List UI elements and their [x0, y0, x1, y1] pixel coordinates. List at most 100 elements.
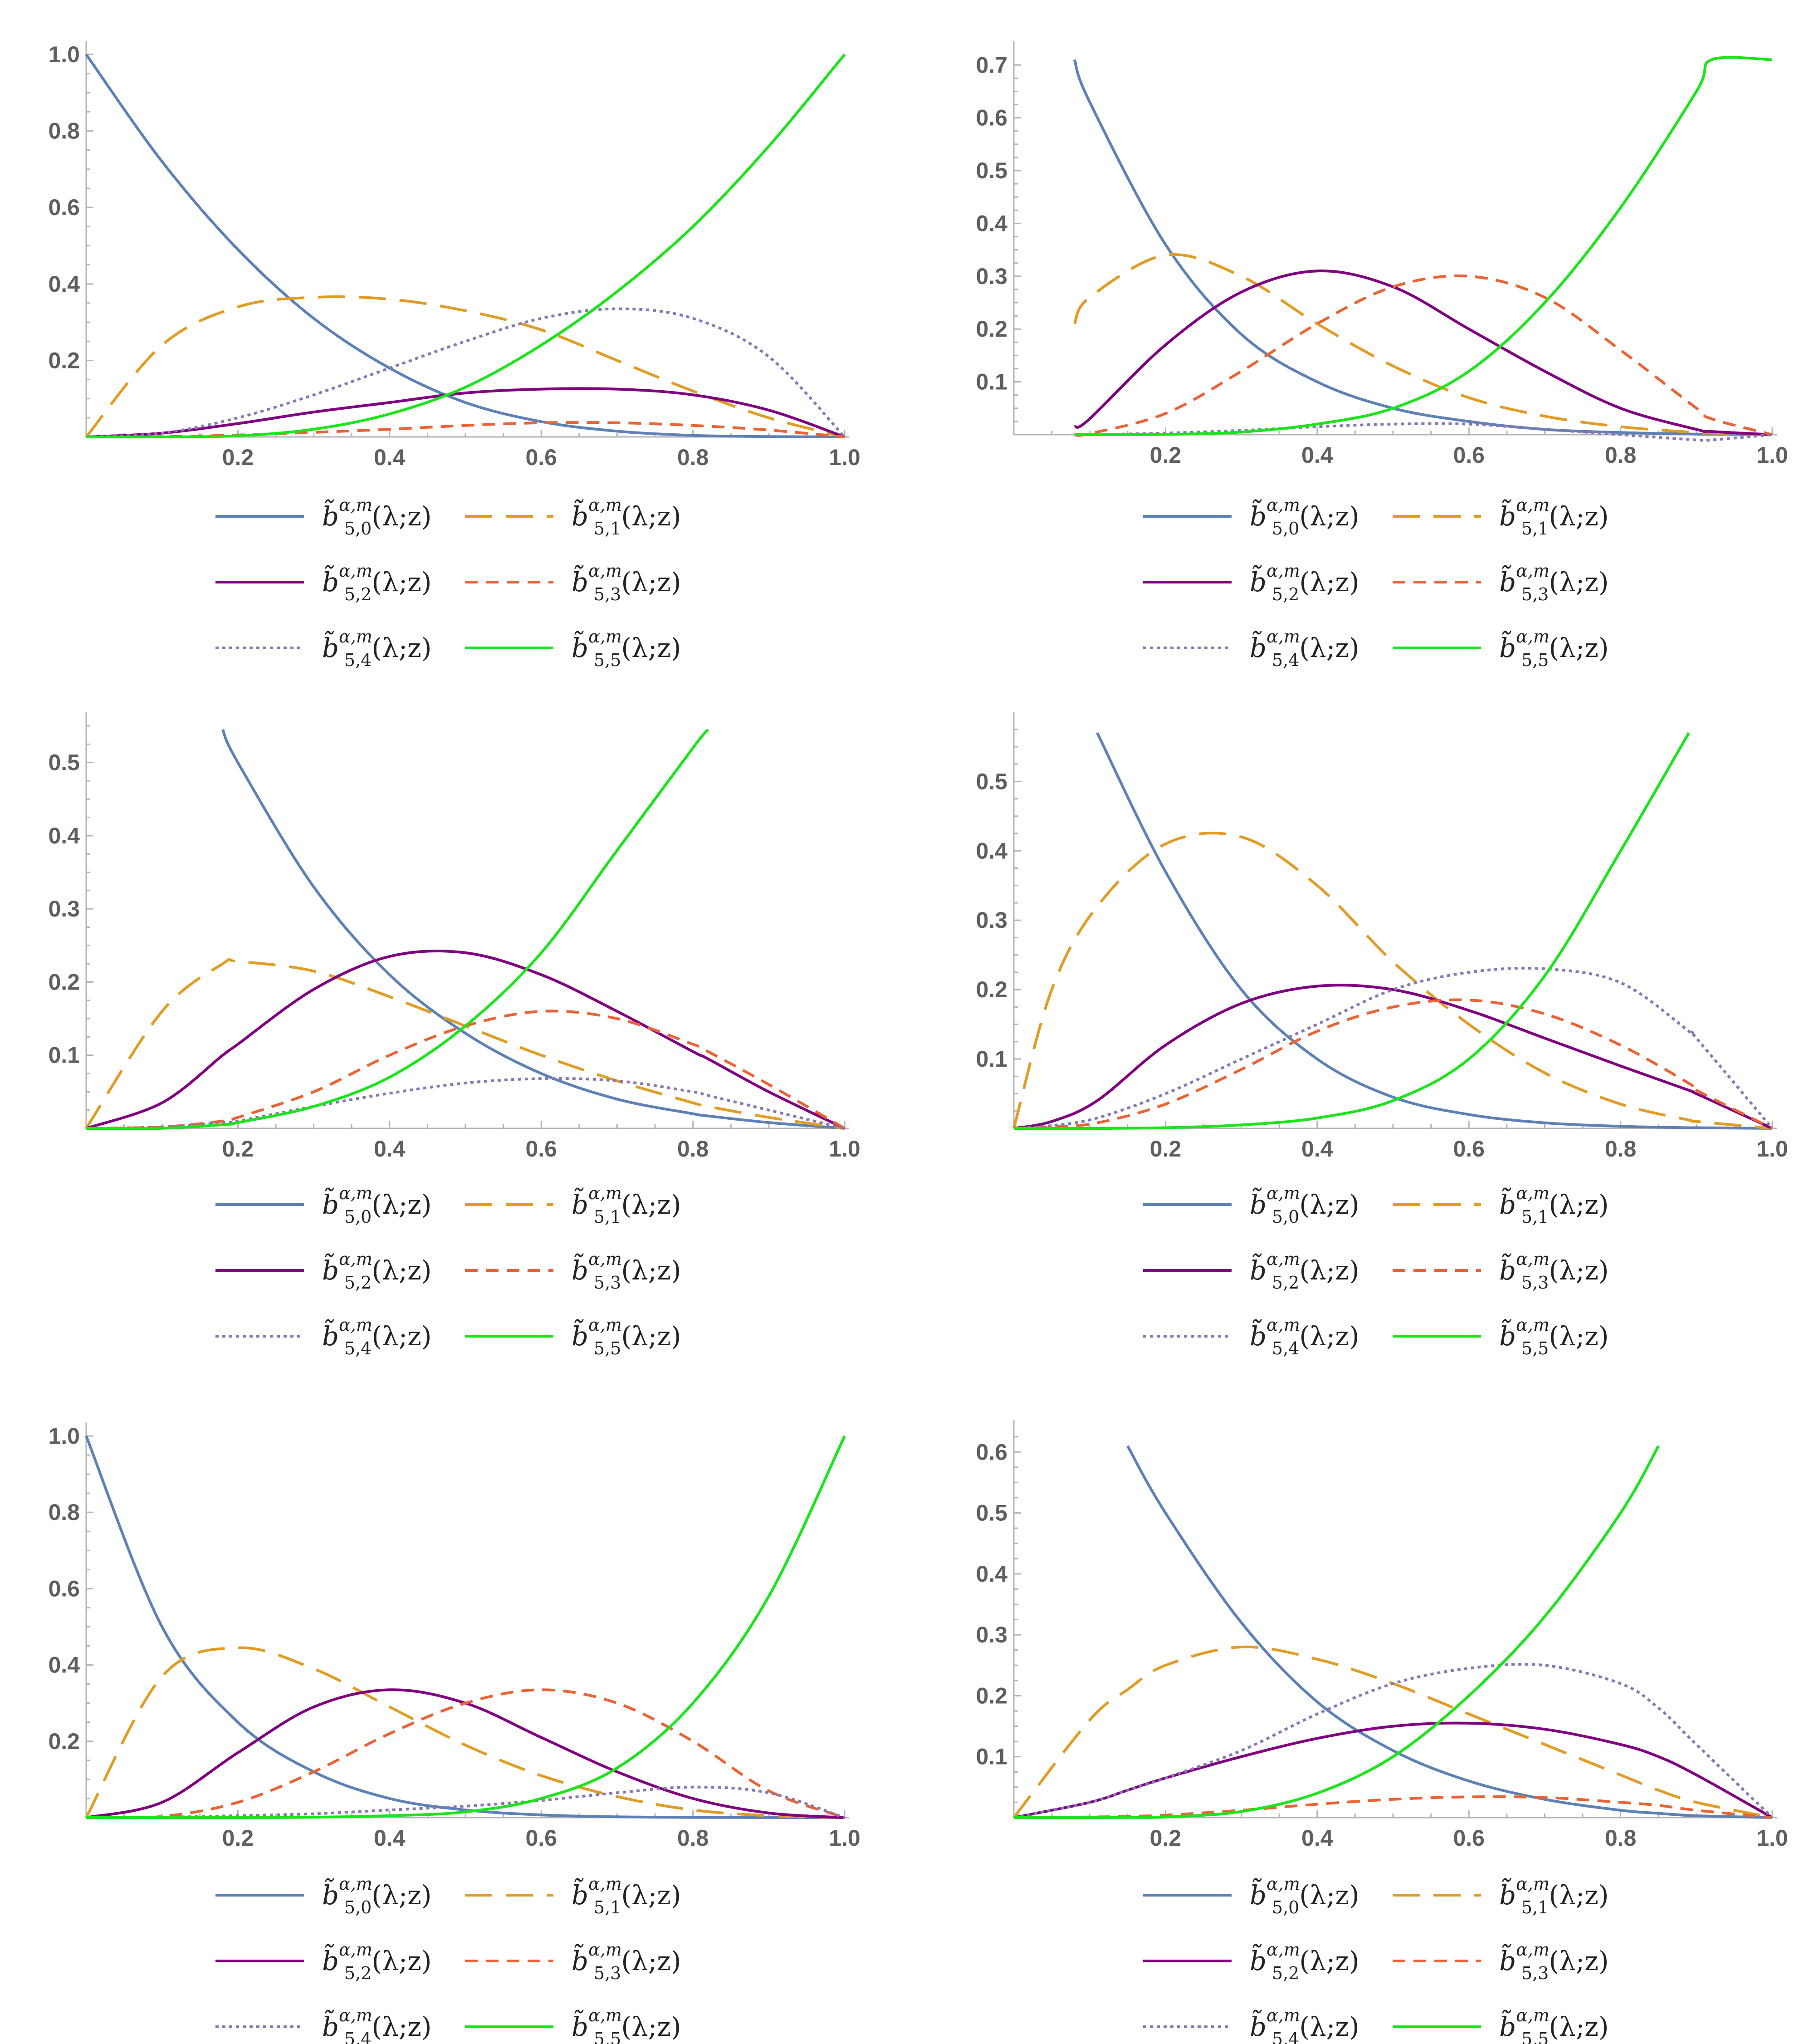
- legend-sub: 5,0: [1272, 1207, 1299, 1227]
- x-tick-label: 0.2: [1150, 442, 1182, 468]
- legend-label: b̃α,m 5,0(λ;z): [1250, 1183, 1359, 1227]
- legend-sub: 5,2: [1272, 1273, 1299, 1293]
- legend-item-b55: b̃α,m 5,5(λ;z): [465, 1315, 681, 1358]
- legend-base: b̃: [1499, 1319, 1516, 1352]
- legend-sup: α,m: [588, 1249, 622, 1269]
- legend-sup: α,m: [1266, 1183, 1300, 1203]
- legend-sub: 5,1: [1521, 1207, 1549, 1227]
- y-tick-label: 0.5: [976, 769, 1007, 794]
- legend-item-b54: b̃α,m 5,4(λ;z): [215, 1315, 431, 1358]
- y-tick-label: 0.4: [976, 211, 1007, 236]
- y-tick-label: 0.2: [48, 348, 80, 373]
- legend-base: b̃: [572, 631, 588, 663]
- legend-item-b51: b̃α,m 5,1(λ;z): [1393, 1874, 1609, 1917]
- y-tick-label: 0.3: [976, 907, 1007, 933]
- legend: b̃α,m 5,0(λ;z) b̃α,m 5,1(λ;z)b̃α,m 5,2(λ;z) b…: [1143, 1183, 1609, 1358]
- legend-sup: α,m: [588, 495, 622, 515]
- x-tick-label: 0.2: [1150, 1825, 1182, 1851]
- legend-sup: α,m: [588, 1940, 622, 1960]
- y-tick-label: 0.5: [976, 1500, 1007, 1526]
- panel-1: 0.2 0.4 0.6 0.8 1.00.20.40.60.81.0b̃α,m 5,0(λ…: [48, 41, 861, 670]
- legend: b̃α,m 5,0(λ;z) b̃α,m 5,1(λ;z)b̃α,m 5,2(λ;z) b…: [215, 495, 681, 670]
- legend-item-b55: b̃α,m 5,5(λ;z): [1393, 1315, 1609, 1358]
- y-tick-label: 0.4: [48, 1652, 80, 1678]
- legend-base: b̃: [1499, 499, 1516, 532]
- legend-sub: 5,2: [344, 1963, 372, 1983]
- legend-sub: 5,3: [594, 1273, 621, 1293]
- x-tick-label: 0.2: [222, 445, 254, 470]
- legend-item-b55: b̃α,m 5,5(λ;z): [1393, 627, 1609, 670]
- legend-sub: 5,5: [594, 650, 621, 670]
- legend-sub: 5,5: [594, 1338, 621, 1358]
- legend-args: (λ;z): [1299, 1946, 1359, 1976]
- legend-label: b̃α,m 5,0(λ;z): [322, 1874, 431, 1917]
- legend-args: (λ;z): [1299, 632, 1359, 663]
- legend-args: (λ;z): [372, 632, 431, 663]
- legend-label: b̃α,m 5,0(λ;z): [322, 1183, 431, 1227]
- x-tick-label: 0.4: [1301, 1136, 1333, 1162]
- legend-sup: α,m: [339, 1940, 372, 1960]
- y-tick-label: 0.8: [48, 118, 80, 144]
- legend-sup: α,m: [1516, 1874, 1550, 1894]
- legend-item-b53: b̃α,m 5,3(λ;z): [1393, 561, 1609, 604]
- x-tick-label: 1.0: [829, 1825, 861, 1851]
- legend-item-b52: b̃α,m 5,2(λ;z): [1143, 1940, 1359, 1983]
- legend-item-b52: b̃α,m 5,2(λ;z): [215, 561, 431, 604]
- legend-sub: 5,3: [1521, 1273, 1549, 1293]
- legend-args: (λ;z): [621, 1880, 681, 1911]
- y-tick-label: 0.1: [48, 1043, 80, 1068]
- x-tick-label: 0.6: [1453, 1825, 1485, 1851]
- legend-item-b52: b̃α,m 5,2(λ;z): [215, 1249, 431, 1293]
- x-tick-label: 0.4: [374, 1825, 406, 1851]
- legend-item-b54: b̃α,m 5,4(λ;z): [1143, 2005, 1359, 2044]
- legend-label: b̃α,m 5,4(λ;z): [322, 627, 431, 670]
- x-tick-label: 0.8: [677, 445, 709, 470]
- legend-base: b̃: [1250, 2010, 1266, 2042]
- legend-args: (λ;z): [372, 1189, 431, 1220]
- legend-args: (λ;z): [1549, 632, 1609, 663]
- y-tick-label: 0.1: [976, 1744, 1007, 1770]
- legend-base: b̃: [322, 1878, 339, 1911]
- legend-label: b̃α,m 5,2(λ;z): [322, 561, 431, 604]
- legend-label: b̃α,m 5,5(λ;z): [572, 1315, 681, 1358]
- legend-args: (λ;z): [1299, 1189, 1359, 1220]
- legend-base: b̃: [1499, 1187, 1516, 1220]
- legend-sup: α,m: [339, 1183, 372, 1203]
- legend-args: (λ;z): [372, 501, 431, 532]
- legend-sub: 5,5: [1521, 650, 1549, 670]
- x-tick-label: 1.0: [1756, 442, 1788, 468]
- legend-sup: α,m: [588, 1315, 622, 1335]
- series-line-b51: [85, 295, 845, 438]
- legend-args: (λ;z): [1299, 2011, 1359, 2042]
- legend-item-b50: b̃α,m 5,0(λ;z): [1143, 1183, 1359, 1227]
- series-line-b55: [1074, 56, 1773, 436]
- legend-label: b̃α,m 5,0(λ;z): [1250, 1874, 1359, 1917]
- panel-6: 0.2 0.4 0.6 0.8 1.00.10.20.30.40.50.6b̃α,m 5,…: [976, 1420, 1788, 2044]
- legend-label: b̃α,m 5,5(λ;z): [1499, 1315, 1609, 1358]
- legend-sup: α,m: [1516, 561, 1550, 581]
- legend-sub: 5,2: [344, 1273, 372, 1293]
- y-tick-label: 0.3: [976, 264, 1007, 289]
- legend-args: (λ;z): [1299, 567, 1359, 598]
- legend-sub: 5,1: [594, 1897, 621, 1917]
- y-tick-label: 0.6: [48, 195, 80, 220]
- series-line-b51: [85, 957, 845, 1130]
- legend: b̃α,m 5,0(λ;z) b̃α,m 5,1(λ;z)b̃α,m 5,2(λ;z) b…: [215, 1183, 681, 1358]
- legend-sup: α,m: [588, 1183, 622, 1203]
- legend-base: b̃: [1499, 2010, 1516, 2042]
- series-line-b52: [86, 1688, 845, 1819]
- series-line-b51: [85, 1646, 845, 1819]
- legend-base: b̃: [322, 1944, 339, 1976]
- legend-sub: 5,2: [1272, 1963, 1299, 1983]
- legend-sup: α,m: [1516, 1940, 1550, 1960]
- legend-sub: 5,1: [1521, 1897, 1549, 1917]
- legend-sup: α,m: [339, 1874, 372, 1894]
- x-tick-label: 0.6: [525, 1825, 557, 1851]
- legend-sub: 5,2: [344, 584, 372, 604]
- legend-label: b̃α,m 5,2(λ;z): [1250, 561, 1359, 604]
- legend-base: b̃: [1499, 1944, 1516, 1976]
- y-tick-label: 0.1: [976, 1046, 1007, 1072]
- legend-item-b54: b̃α,m 5,4(λ;z): [1143, 1315, 1359, 1358]
- y-tick-label: 0.6: [976, 1439, 1007, 1465]
- panel-3: 0.2 0.4 0.6 0.8 1.00.10.20.30.40.5b̃α,m 5,0(λ…: [48, 712, 861, 1358]
